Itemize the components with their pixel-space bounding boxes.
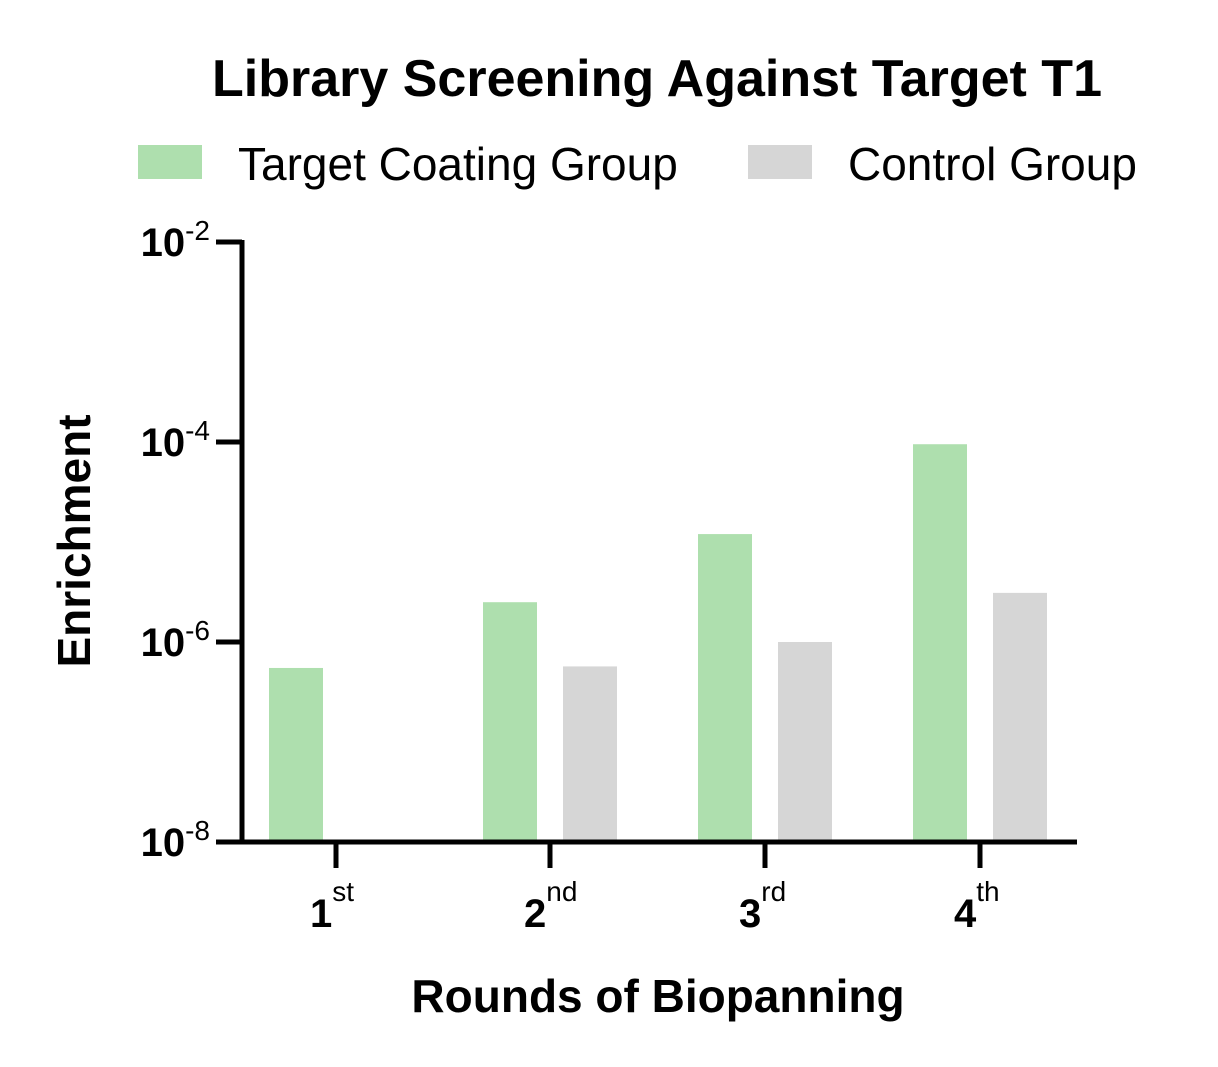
legend-label-target: Target Coating Group bbox=[238, 138, 678, 190]
y-ticks: 10-8 10-6 10-4 10-2 bbox=[141, 215, 242, 865]
axes bbox=[216, 240, 1077, 845]
legend-swatch-target bbox=[138, 145, 202, 179]
x-tick-label: 3rd bbox=[739, 876, 786, 936]
bar-target-round-1 bbox=[269, 667, 323, 842]
chart-title: Library Screening Against Target T1 bbox=[212, 50, 1102, 108]
bar-target-round-2 bbox=[483, 602, 537, 842]
x-tick-label: 1st bbox=[310, 876, 354, 936]
y-tick-label: 10-6 bbox=[141, 615, 210, 665]
legend-swatch-control bbox=[748, 145, 812, 179]
legend: Target Coating Group Control Group bbox=[138, 138, 1137, 190]
bar-target-round-4 bbox=[913, 444, 967, 842]
bar-control-round-3 bbox=[778, 642, 832, 842]
y-tick-label: 10-2 bbox=[141, 215, 210, 265]
x-tick-label: 2nd bbox=[524, 876, 577, 936]
bar-control-round-2 bbox=[563, 666, 617, 842]
x-ticks: 1st 2nd 3rd 4th bbox=[310, 842, 1000, 936]
x-tick-label: 4th bbox=[954, 876, 1000, 936]
y-axis-label: Enrichment bbox=[48, 414, 100, 667]
y-tick-label: 10-4 bbox=[141, 415, 210, 465]
bar-control-round-4 bbox=[993, 592, 1047, 842]
bar-target-round-3 bbox=[698, 534, 752, 842]
legend-label-control: Control Group bbox=[848, 138, 1137, 190]
bars-group bbox=[269, 444, 1047, 842]
y-tick-label: 10-8 bbox=[141, 815, 210, 865]
x-axis-label: Rounds of Biopanning bbox=[411, 970, 904, 1022]
